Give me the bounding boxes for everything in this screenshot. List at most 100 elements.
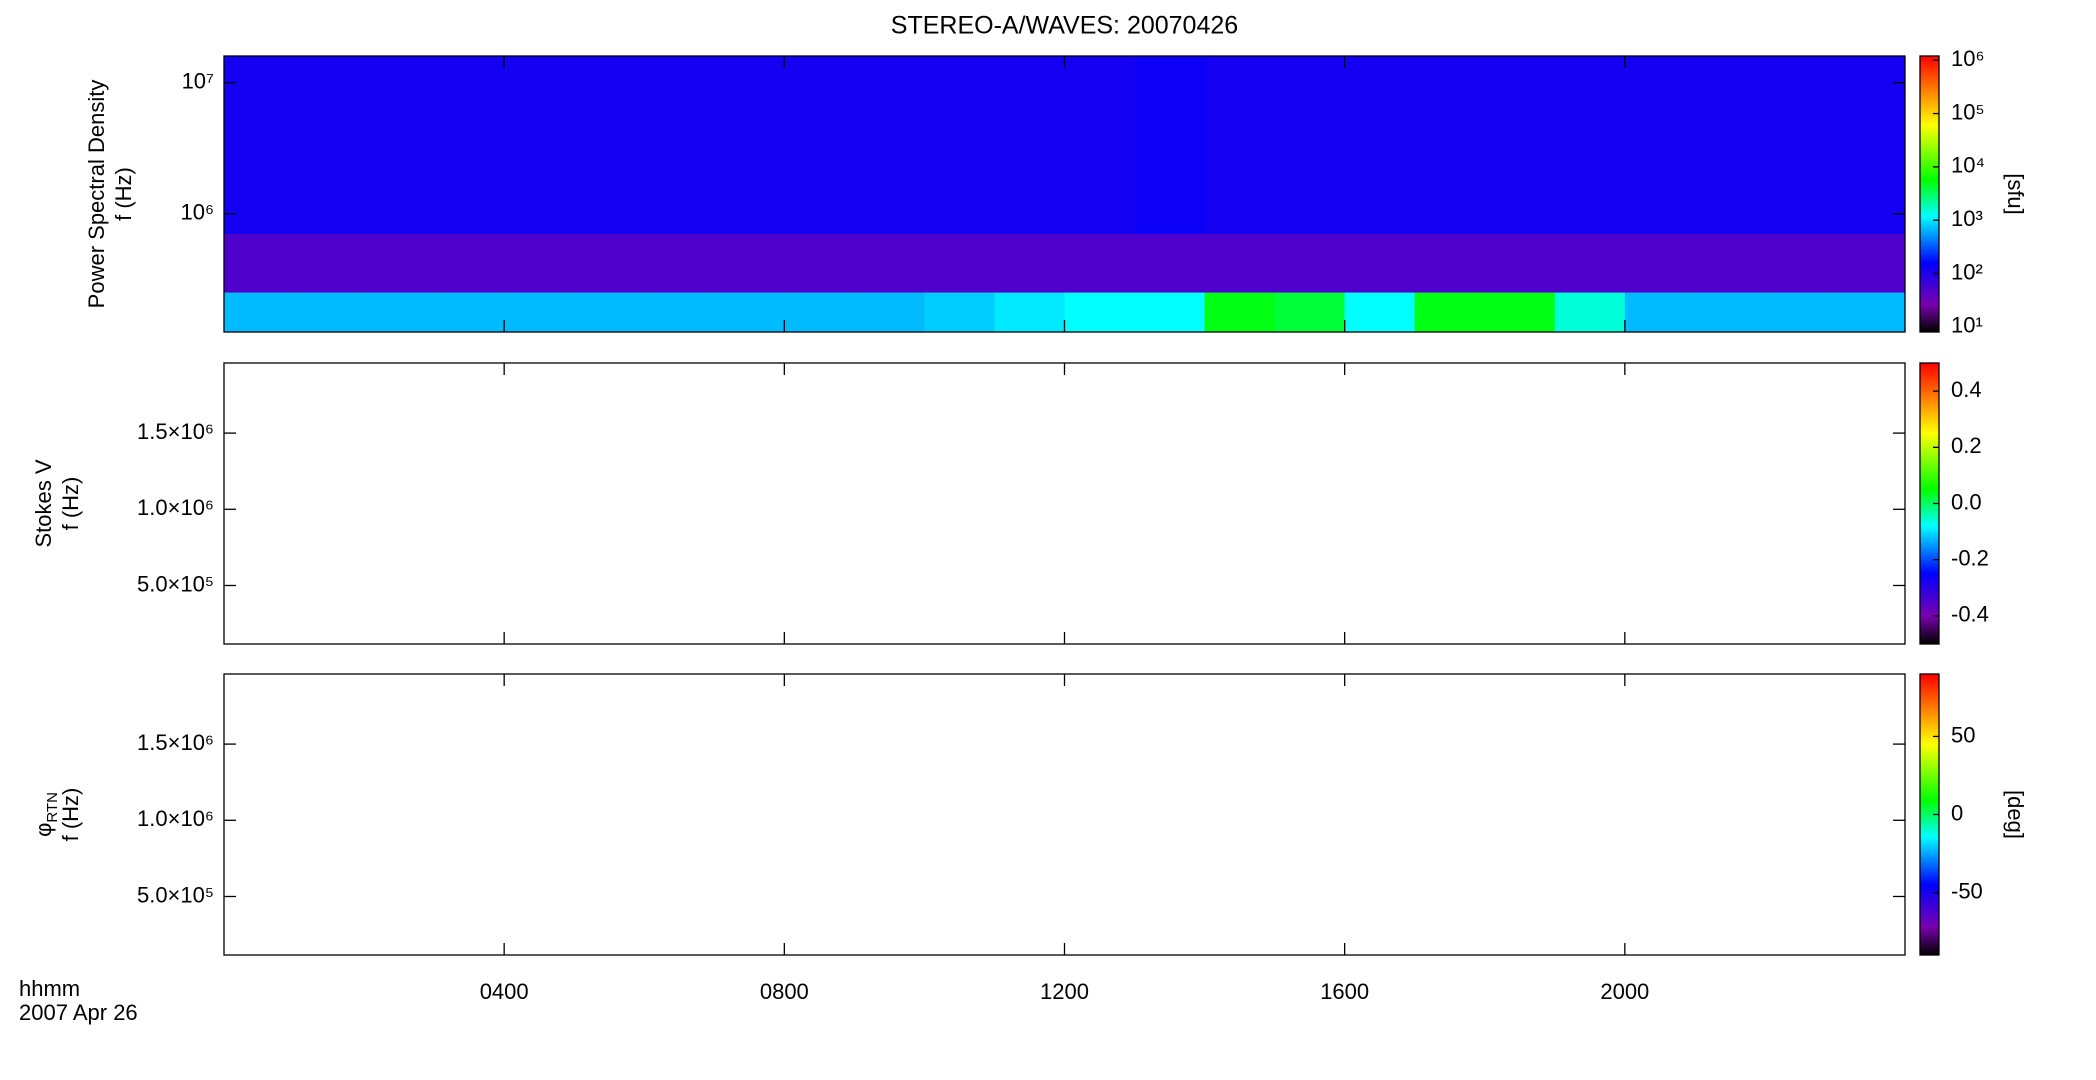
heatmap-cell (1344, 234, 1416, 293)
heatmap-cell (784, 292, 855, 332)
heatmap-cell (504, 234, 575, 293)
heatmap-cell (714, 234, 785, 293)
x-tick-label: 1200 (1040, 979, 1089, 1004)
y-axis-label: φRTN (31, 792, 61, 837)
heatmap-cell (1414, 292, 1486, 332)
heatmap-cell (714, 56, 785, 235)
x-tick-label: 0800 (760, 979, 809, 1004)
x-tick-label: 0400 (480, 979, 529, 1004)
heatmap-cell (784, 56, 855, 235)
plot-frame (223, 673, 1906, 956)
heatmap-cell (504, 56, 575, 235)
heatmap-cell (364, 292, 435, 332)
heatmap-cell (1764, 56, 1836, 235)
heatmap-cell (1764, 234, 1836, 293)
heatmap-cell (994, 56, 1065, 235)
heatmap-cell (994, 292, 1065, 332)
heatmap-cell (574, 234, 645, 293)
heatmap-cell (1694, 292, 1766, 332)
heatmap-cell (224, 56, 295, 235)
heatmap-cell (1134, 56, 1206, 235)
heatmap-cell (1134, 234, 1206, 293)
heatmap-cell (1624, 56, 1696, 235)
heatmap-cell (504, 292, 575, 332)
heatmap-cell (854, 292, 925, 332)
heatmap-cell (924, 292, 995, 332)
colorbar-tick-label: 0.2 (1951, 433, 1982, 458)
chart-title: STEREO-A/WAVES: 20070426 (891, 12, 1238, 40)
heatmap-cell (1344, 292, 1416, 332)
y-tick-label: 1.5×10⁶ (137, 730, 214, 755)
colorbar-tick-label: 10⁴ (1951, 153, 1985, 178)
heatmap-cell (924, 234, 995, 293)
heatmap-cell (1204, 234, 1276, 293)
heatmap-cell (1834, 56, 1906, 235)
colorbar-tick-label: 10⁵ (1951, 99, 1985, 124)
y-tick-label: 1.5×10⁶ (137, 419, 214, 444)
x-tick-label: 2000 (1600, 979, 1649, 1004)
label-symbol: φ (31, 823, 56, 837)
heatmap-cell (574, 292, 645, 332)
heatmap-cell (1764, 292, 1836, 332)
y-tick-label: 5.0×10⁵ (137, 571, 214, 596)
y-tick-label: 5.0×10⁵ (137, 882, 214, 907)
heatmap-cell (924, 56, 995, 235)
label-subscript: RTN (44, 792, 61, 823)
heatmap-cell (644, 56, 715, 235)
heatmap-cell (1274, 56, 1346, 235)
heatmap-cell (1064, 56, 1136, 235)
colorbar-tick-label: -0.2 (1951, 546, 1989, 571)
heatmap-cell (1274, 292, 1346, 332)
heatmap-cell (994, 234, 1065, 293)
heatmap-cell (1484, 234, 1556, 293)
colorbar-tick-label: -50 (1951, 878, 1983, 903)
colorbar-tick-label: 0 (1951, 800, 1963, 825)
heatmap-cell (434, 56, 505, 235)
y-tick-label: 10⁶ (180, 200, 214, 225)
heatmap-cell (1694, 234, 1766, 293)
heatmap-cell (1834, 292, 1906, 332)
colorbar-tick-label: -0.4 (1951, 602, 1989, 627)
heatmap-cell (1624, 292, 1696, 332)
y-tick-label: 10⁷ (182, 69, 214, 94)
heatmap-cell (1624, 234, 1696, 293)
heatmap-cell (224, 234, 295, 293)
heatmap-cell (784, 234, 855, 293)
heatmap-cell (294, 56, 365, 235)
heatmap-cell (1554, 56, 1626, 235)
y-axis-label: Power Spectral Density (84, 80, 109, 309)
colorbar (1919, 55, 1940, 333)
heatmap-cell (854, 56, 925, 235)
heatmap-cell (854, 234, 925, 293)
heatmap-cell (1344, 56, 1416, 235)
y-axis-label: f (Hz) (58, 788, 83, 842)
colorbar-label: [sfu] (2003, 173, 2028, 215)
heatmap-cell (1204, 292, 1276, 332)
x-tick-label: 1600 (1320, 979, 1369, 1004)
heatmap-cell (1134, 292, 1206, 332)
colorbar-tick-label: 10⁶ (1951, 46, 1985, 71)
x-axis-label: hhmm (19, 976, 80, 1001)
heatmap-cell (644, 234, 715, 293)
colorbar-tick-label: 10² (1951, 259, 1983, 284)
colorbar-tick-label: 10³ (1951, 206, 1983, 231)
y-axis-label: f (Hz) (58, 477, 83, 531)
heatmap-cell (644, 292, 715, 332)
heatmap-cell (574, 56, 645, 235)
heatmap-cell (294, 292, 365, 332)
heatmap-cell (1554, 292, 1626, 332)
heatmap-cell (1834, 234, 1906, 293)
heatmap-cell (714, 292, 785, 332)
y-axis-label: Stokes V (31, 459, 56, 547)
heatmap-cell (1274, 234, 1346, 293)
heatmap-cell (294, 234, 365, 293)
heatmap-cell (1064, 234, 1136, 293)
colorbar-tick-label: 0.0 (1951, 489, 1982, 514)
colorbar-label: [deg] (2003, 790, 2028, 839)
heatmap-cell (1694, 56, 1766, 235)
heatmap-cell (224, 292, 295, 332)
heatmap-cell (1484, 56, 1556, 235)
heatmap-cell (1554, 234, 1626, 293)
heatmap-cell (1204, 56, 1276, 235)
